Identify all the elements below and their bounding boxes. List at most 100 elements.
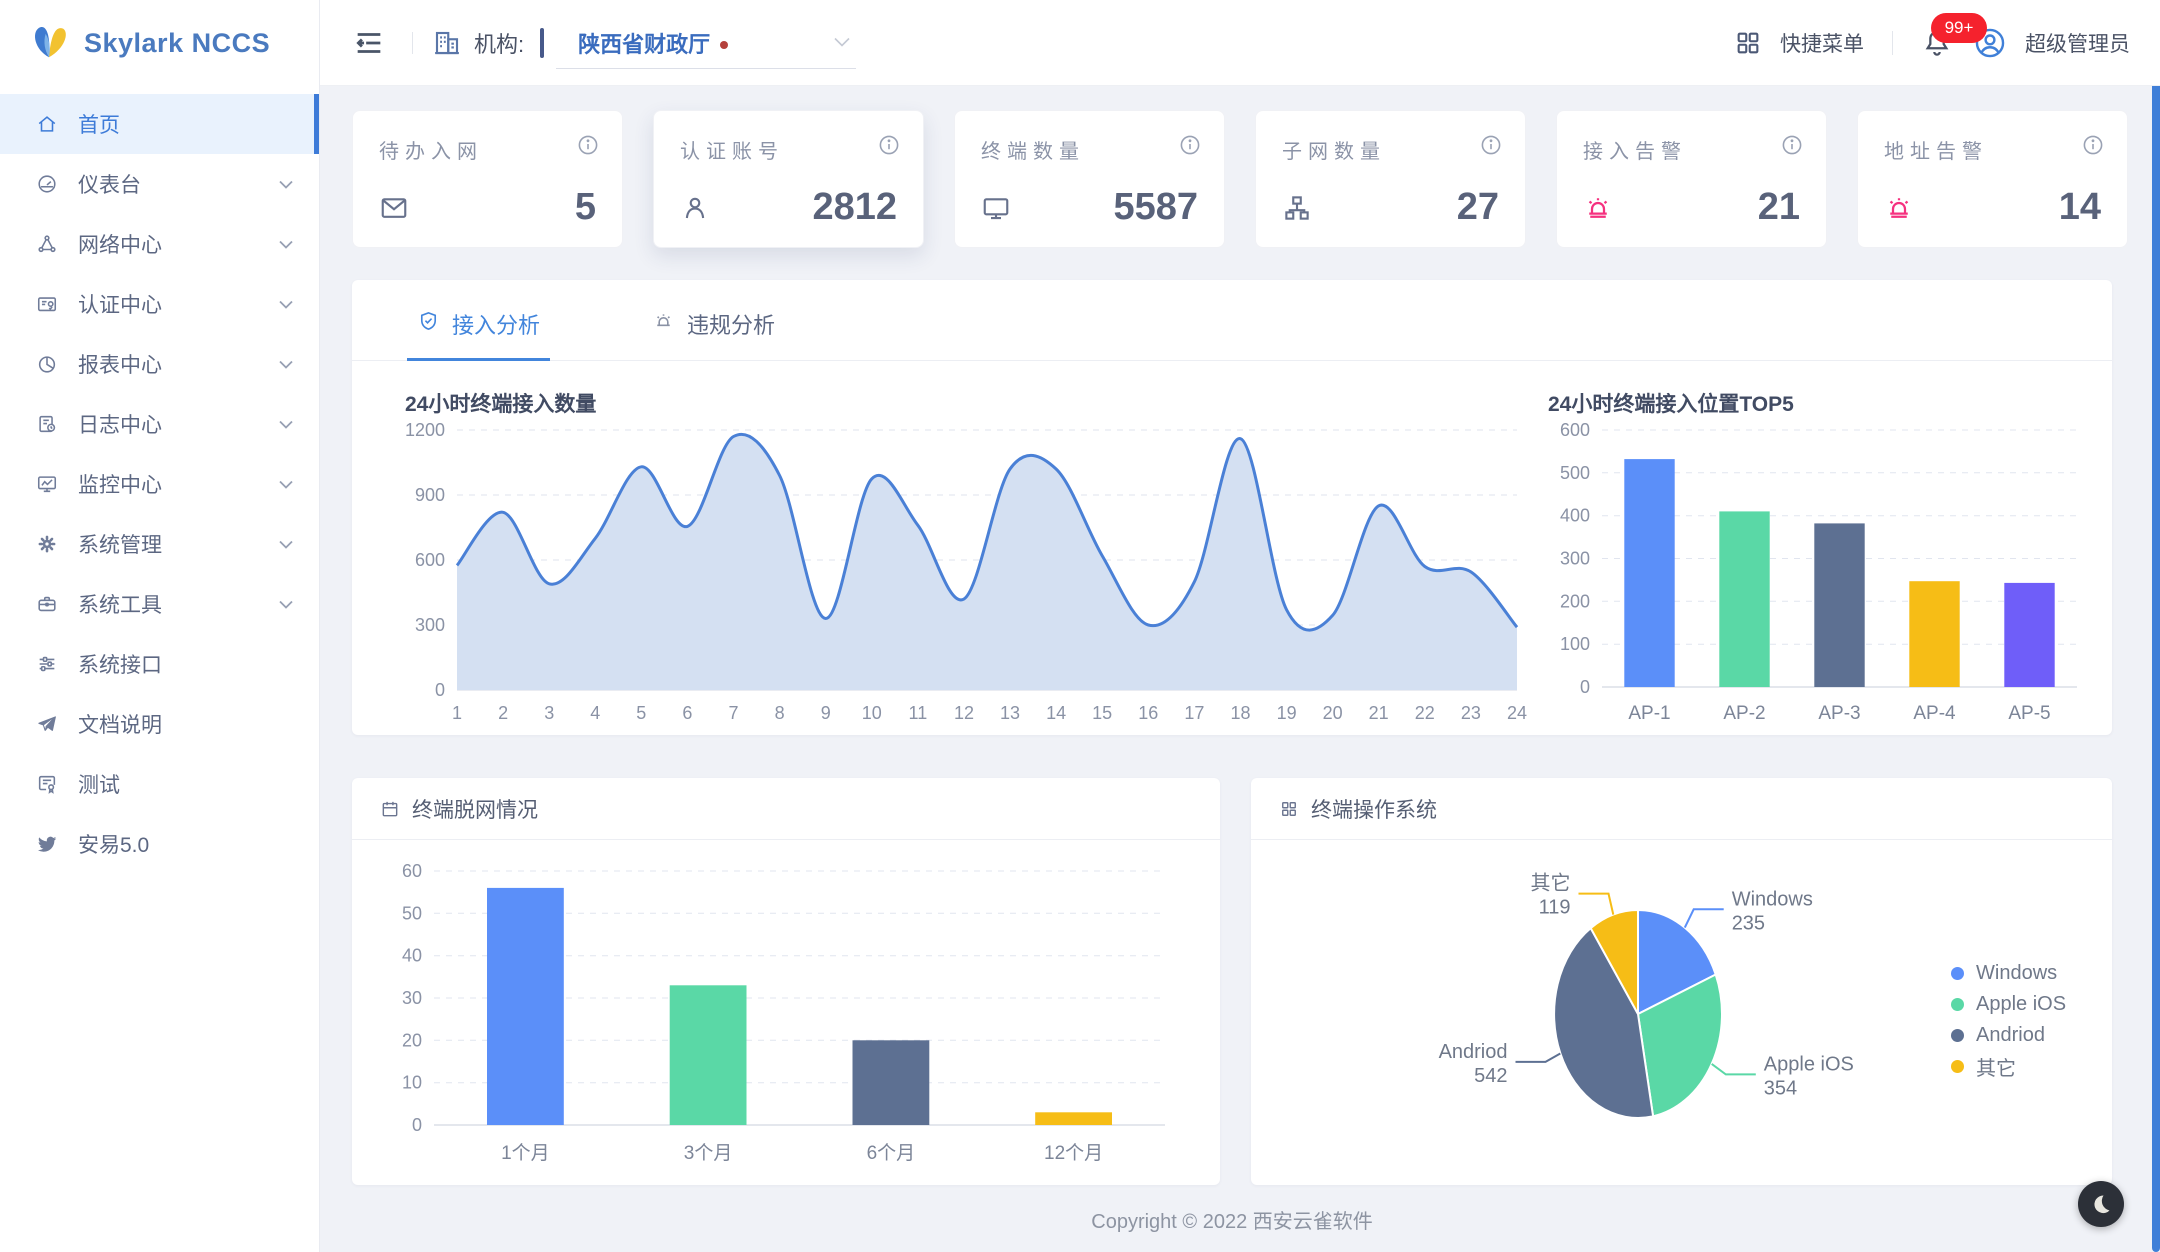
sidebar-item-label: 系统接口 <box>78 654 162 677</box>
pie-label-value: 542 <box>1474 1065 1507 1087</box>
svg-text:16: 16 <box>1138 703 1158 723</box>
stat-card-title: 待办入网 <box>379 141 483 163</box>
stat-card-access-alarms[interactable]: 接入告警 21 <box>1556 110 1827 248</box>
os-legend: Windows Apple iOS Andriod 其它 <box>1951 958 2066 1082</box>
chevron-down-icon <box>279 600 293 609</box>
sidebar-item-log-center[interactable]: 日志中心 <box>0 394 319 454</box>
svg-text:1个月: 1个月 <box>501 1142 550 1164</box>
org-select-value: 陕西省财政厅 <box>578 31 711 57</box>
svg-text:22: 22 <box>1415 703 1435 723</box>
dark-mode-toggle[interactable] <box>2078 1181 2124 1227</box>
legend-item[interactable]: Apple iOS <box>1951 989 2066 1020</box>
pie-label-name: Apple iOS <box>1764 1053 1854 1075</box>
info-icon[interactable] <box>576 133 600 157</box>
pie-chart-os: Windows 235 Apple iOS 354 Andriod 542 其它 119 <box>1251 840 2112 1190</box>
user-icon <box>685 197 705 218</box>
sidebar-item-label: 测试 <box>78 774 120 797</box>
svg-text:3个月: 3个月 <box>684 1142 733 1164</box>
sidebar-item-label: 网络中心 <box>78 234 162 257</box>
quick-menu-label[interactable]: 快捷菜单 <box>1780 33 1864 56</box>
pie-slice <box>1636 973 1723 1118</box>
tab-violation-analysis[interactable]: 违规分析 <box>642 304 785 361</box>
bar-chart-offline: 0 10 20 30 40 50 60 1个月 3个月 6个月 12个月 <box>372 853 1200 1170</box>
user-name[interactable]: 超级管理员 <box>2025 33 2130 56</box>
info-icon[interactable] <box>1178 133 1202 157</box>
sidebar-item-report-center[interactable]: 报表中心 <box>0 334 319 394</box>
org-select[interactable]: 陕西省财政厅 <box>556 17 857 69</box>
svg-text:19: 19 <box>1277 703 1297 723</box>
stat-card-auth-accounts[interactable]: 认证账号 2812 <box>653 110 924 248</box>
pie-label-line <box>1683 908 1724 929</box>
bar-chart-access-top5: 0 100 200 300 400 500 600 AP-1 AP-2 AP-3 AP-4 AP-5 <box>1542 415 2102 730</box>
chevron-down-icon <box>279 540 293 549</box>
svg-text:17: 17 <box>1184 703 1204 723</box>
user-avatar-icon[interactable] <box>1973 26 2007 60</box>
sidebar-item-home[interactable]: 首页 <box>0 94 319 154</box>
svg-text:60: 60 <box>402 861 422 881</box>
svg-text:AP-1: AP-1 <box>1628 703 1670 724</box>
sidebar-item-system-admin[interactable]: 系统管理 <box>0 514 319 574</box>
legend-item[interactable]: Andriod <box>1951 1020 2066 1051</box>
grid-icon <box>1282 801 1296 816</box>
pie-label-value: 119 <box>1539 897 1571 919</box>
toolbox-icon <box>38 596 56 612</box>
tab-access-analysis[interactable]: 接入分析 <box>407 304 551 361</box>
stat-card-pending-access[interactable]: 待办入网 5 <box>352 110 623 248</box>
info-icon[interactable] <box>1479 133 1503 157</box>
chevron-down-icon <box>279 240 293 249</box>
quick-menu-grid-icon[interactable] <box>1734 29 1762 57</box>
sidebar-item-auth-center[interactable]: 认证中心 <box>0 274 319 334</box>
svg-text:400: 400 <box>1560 506 1590 526</box>
notification-badge: 99+ <box>1931 13 1987 43</box>
sidebar-item-network-center[interactable]: 网络中心 <box>0 214 319 274</box>
twitter-icon <box>37 836 57 852</box>
sidebar-item-system-tools[interactable]: 系统工具 <box>0 574 319 634</box>
svg-text:AP-5: AP-5 <box>2008 703 2050 724</box>
collapse-sidebar-icon[interactable] <box>352 26 386 60</box>
svg-text:3: 3 <box>544 703 554 723</box>
logo-text: Skylark NCCS <box>84 27 271 58</box>
header-right: 快捷菜单 99+ 超级管理员 <box>1734 0 2130 86</box>
info-icon[interactable] <box>877 133 901 157</box>
legend-item[interactable]: Windows <box>1951 958 2066 989</box>
svg-text:8: 8 <box>775 703 785 723</box>
notifications-button[interactable]: 99+ <box>1921 13 1987 61</box>
sidebar-item-system-api[interactable]: 系统接口 <box>0 634 319 694</box>
page-scrollbar[interactable] <box>2152 0 2160 1252</box>
legend-label: Windows <box>1976 962 2058 984</box>
pie-label-name: 其它 <box>1531 872 1571 895</box>
legend-dot <box>1951 967 1964 980</box>
required-dot <box>720 40 729 49</box>
org-accent-bar <box>540 28 545 58</box>
sidebar-item-label: 系统管理 <box>78 534 162 557</box>
sidebar-item-dashboard[interactable]: 仪表台 <box>0 154 319 214</box>
os-panel-title: 终端操作系统 <box>1311 798 1437 822</box>
svg-text:600: 600 <box>415 550 445 570</box>
sliders-icon <box>39 656 55 672</box>
info-icon[interactable] <box>1780 133 1804 157</box>
info-icon[interactable] <box>2081 133 2105 157</box>
sidebar-item-docs[interactable]: 文档说明 <box>0 694 319 754</box>
pie-label-line <box>1711 1063 1756 1076</box>
os-panel-header: 终端操作系统 <box>1251 778 2112 840</box>
pie-slice <box>1589 908 1639 1015</box>
svg-text:14: 14 <box>1046 703 1066 723</box>
legend-item[interactable]: 其它 <box>1951 1051 2066 1082</box>
sidebar-item-test[interactable]: 测试 <box>0 754 319 814</box>
sidebar-item-anyi[interactable]: 安易5.0 <box>0 814 319 874</box>
area-chart-access-24h: 0 300 600 900 1200 1 2 3 4 5 6 7 8 9 10 11 12 13 14 15 16 17 1… <box>402 415 1542 730</box>
svg-text:AP-3: AP-3 <box>1818 703 1860 724</box>
sidebar-item-label: 首页 <box>78 114 120 137</box>
sidebar-item-label: 日志中心 <box>78 414 162 437</box>
stat-card-value: 2812 <box>812 186 897 228</box>
svg-text:900: 900 <box>415 485 445 505</box>
svg-text:18: 18 <box>1230 703 1250 723</box>
stat-card-terminal-count[interactable]: 终端数量 5587 <box>954 110 1225 248</box>
tab-label: 违规分析 <box>687 313 776 338</box>
stat-card-address-alarms[interactable]: 地址告警 14 <box>1857 110 2128 248</box>
chevron-down-icon <box>279 360 293 369</box>
header-divider <box>1892 31 1893 55</box>
sidebar-item-monitor-center[interactable]: 监控中心 <box>0 454 319 514</box>
stat-card-subnet-count[interactable]: 子网数量 27 <box>1255 110 1526 248</box>
bar-chart-svg: 0 100 200 300 400 500 600 AP-1 AP-2 AP-3 AP-4 AP-5 <box>1560 420 2077 724</box>
